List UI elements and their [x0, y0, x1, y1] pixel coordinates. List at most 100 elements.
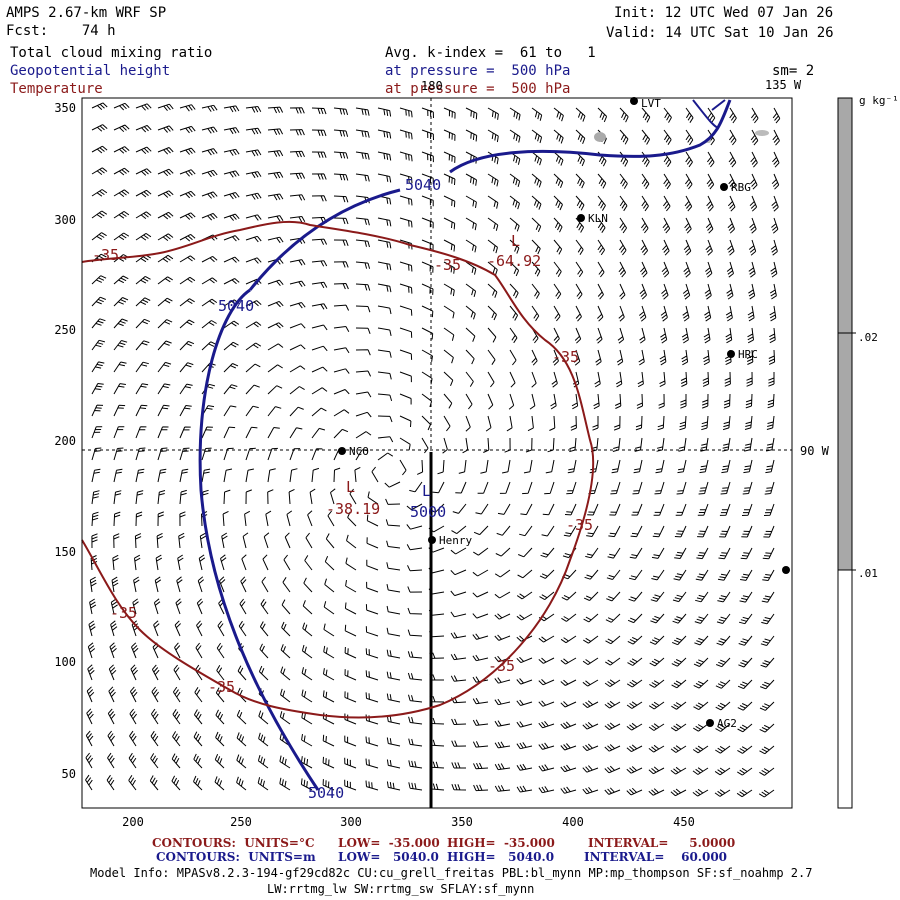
wind-barb — [377, 415, 393, 423]
wind-barb — [267, 150, 284, 157]
wind-barb — [386, 649, 401, 659]
wind-barb — [157, 168, 174, 177]
temp-contour-label: -35 — [488, 657, 515, 675]
wind-barb — [217, 620, 225, 637]
wind-barb — [267, 406, 282, 417]
wind-barb — [560, 764, 577, 773]
wind-barb — [772, 107, 781, 124]
wind-barb — [135, 511, 143, 527]
wind-barb — [172, 686, 181, 703]
wind-barb — [223, 363, 239, 373]
wind-barb — [516, 742, 533, 750]
wind-barb — [582, 679, 599, 687]
wind-barb — [648, 788, 665, 796]
wind-barb — [135, 254, 151, 263]
wind-barb — [421, 393, 433, 408]
wind-barb — [324, 578, 335, 593]
colorbar-units: g kg⁻¹ — [859, 94, 899, 107]
wind-barb — [728, 151, 737, 168]
wind-barb — [443, 195, 456, 208]
wind-barb — [267, 171, 284, 179]
wind-barb — [553, 239, 563, 255]
wind-barb — [728, 173, 736, 190]
wind-barb — [746, 349, 754, 365]
wind-barb — [575, 261, 584, 278]
wind-barb — [289, 107, 305, 114]
wind-barb — [717, 569, 731, 581]
wind-barb — [443, 349, 454, 364]
wind-barb — [386, 540, 401, 549]
wind-barb — [619, 107, 629, 123]
height-contour-label: 5040 — [218, 297, 254, 315]
y-tick-label: 150 — [54, 545, 76, 559]
wind-barb — [110, 598, 118, 615]
wind-barb — [516, 721, 533, 728]
wind-barb — [416, 459, 424, 475]
wind-barb — [494, 720, 511, 727]
wind-barb — [583, 591, 599, 601]
wind-barb — [465, 371, 474, 387]
wind-barb — [531, 305, 540, 322]
wind-barb — [630, 525, 643, 538]
wind-barb — [289, 129, 305, 136]
wind-barb — [91, 189, 108, 197]
k-index-range: Avg. k-index = 61 to 1 — [385, 45, 596, 61]
wind-barb — [173, 664, 181, 681]
colorbar-tick-label: .01 — [858, 567, 878, 580]
wind-barb — [604, 765, 621, 774]
wind-barb — [531, 107, 543, 121]
wind-barb — [107, 708, 116, 725]
valid-time: Valid: 14 UTC Sat 10 Jan 26 — [606, 25, 834, 41]
longitude-label: 90 W — [800, 444, 830, 458]
wind-barb — [386, 693, 401, 703]
wind-barb — [259, 643, 269, 659]
wind-barb — [531, 283, 540, 299]
wind-barb — [450, 611, 467, 618]
wind-barb — [311, 345, 328, 352]
wind-barb — [130, 664, 138, 681]
wind-barb — [738, 635, 753, 646]
wind-barb — [302, 600, 313, 615]
wind-barb — [201, 104, 218, 112]
wind-barb — [766, 415, 775, 430]
wind-barb — [323, 601, 335, 615]
wind-barb — [245, 321, 262, 329]
wind-barb — [179, 125, 196, 134]
wind-barb — [704, 305, 712, 322]
wind-barb — [344, 646, 357, 659]
wind-barb — [407, 586, 423, 593]
wind-barb — [648, 723, 665, 731]
wind-barb — [111, 576, 119, 593]
wind-barb — [529, 393, 536, 410]
wind-barb — [747, 327, 754, 344]
wind-barb — [619, 173, 628, 189]
wind-barb — [333, 347, 350, 354]
wind-barb — [399, 349, 413, 360]
wind-barb — [303, 577, 313, 593]
model-info-line: LW:rrtmg_lw SW:rrtmg_sw SFLAY:sf_mynn — [267, 882, 535, 896]
wind-barb — [693, 701, 709, 711]
wind-barb — [113, 210, 130, 219]
wind-barb — [135, 340, 150, 351]
wind-barb — [386, 627, 401, 637]
wind-barb — [487, 217, 499, 231]
wind-barb — [531, 261, 541, 277]
wind-barb — [407, 672, 423, 681]
wind-barb — [597, 283, 604, 300]
wind-barb — [113, 146, 130, 154]
wind-barb — [89, 598, 97, 615]
wind-barb — [680, 394, 687, 409]
wind-barb — [611, 459, 621, 474]
wind-barb — [91, 533, 98, 549]
wind-barb — [761, 613, 775, 625]
wind-barb — [311, 324, 328, 331]
wind-barb — [215, 709, 225, 725]
wind-barb — [179, 405, 192, 417]
wind-barb — [330, 488, 336, 505]
wind-barb — [605, 635, 621, 645]
wind-barb — [719, 503, 731, 516]
wind-barb — [582, 700, 599, 709]
wind-barb — [377, 283, 392, 293]
wind-barb — [487, 239, 498, 254]
wind-barb — [157, 490, 166, 505]
